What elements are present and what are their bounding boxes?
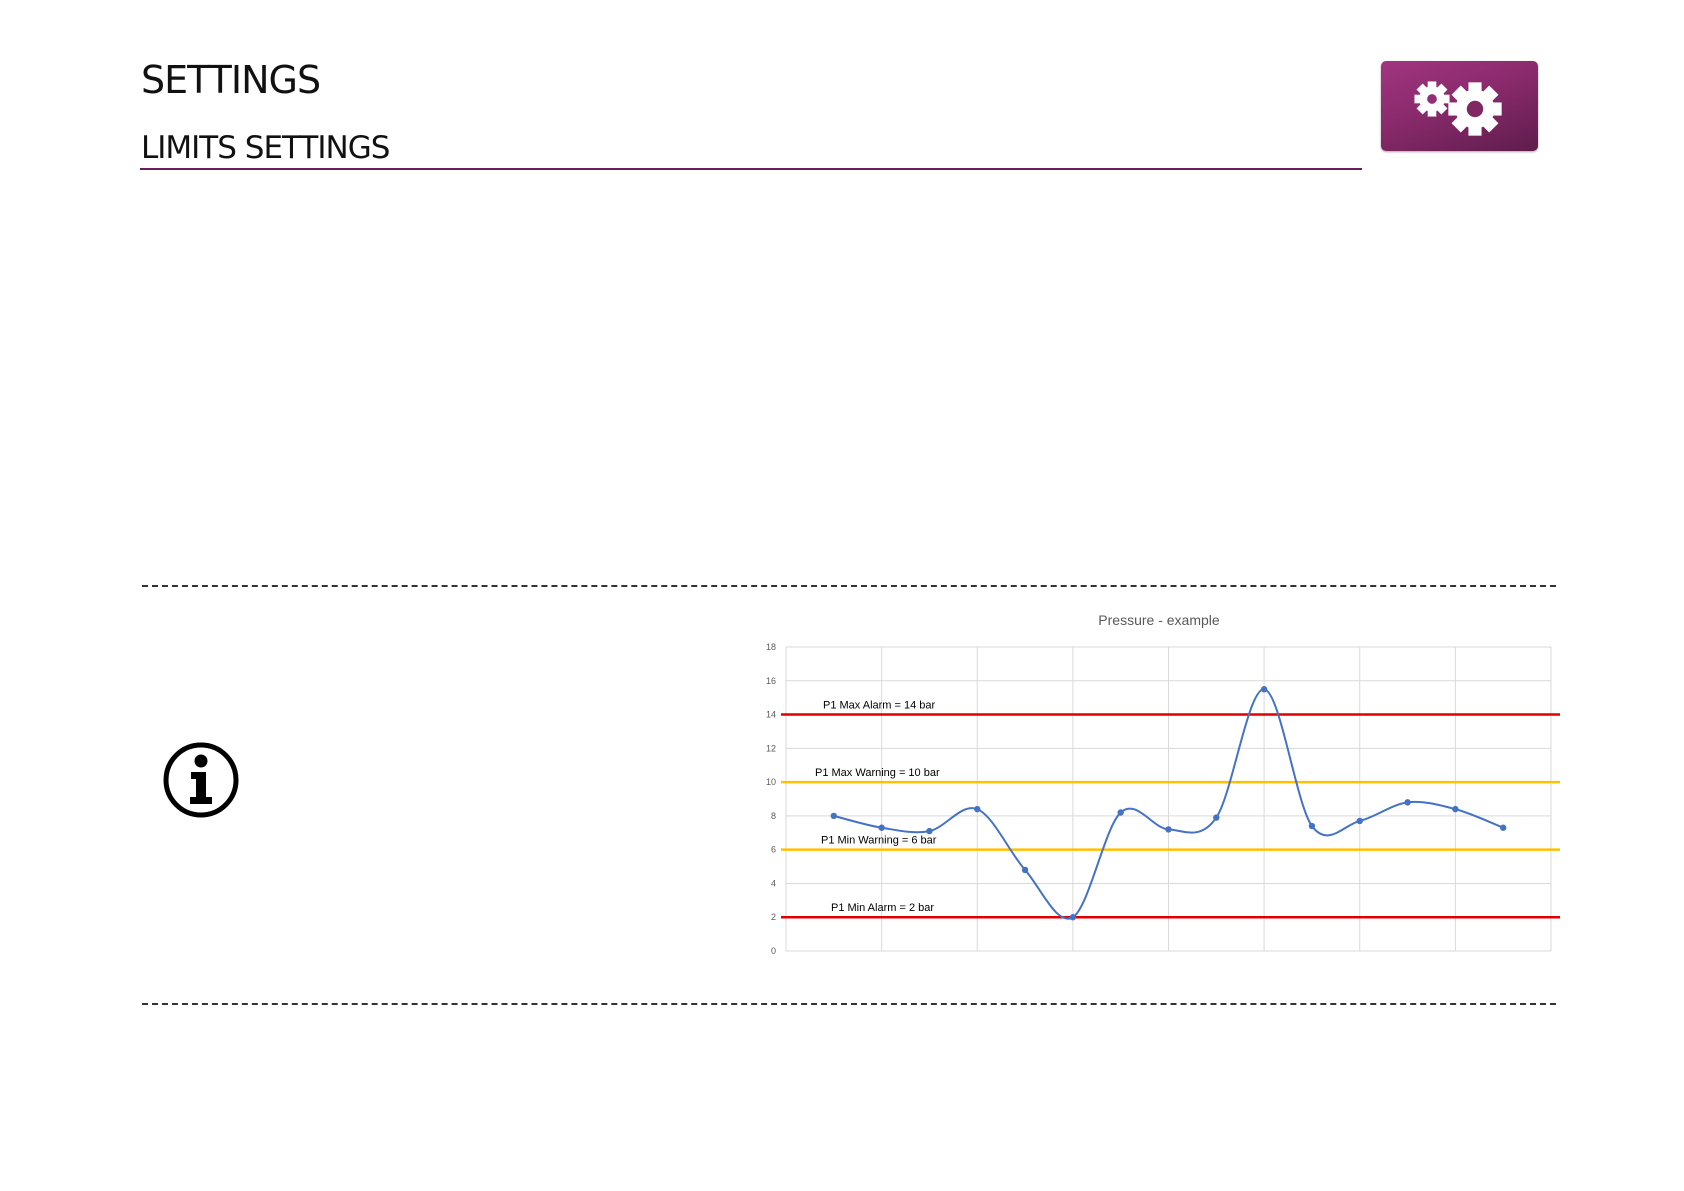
y-tick-label: 16	[766, 676, 776, 686]
section-title: LIMITS SETTINGS	[141, 130, 390, 166]
y-tick-label: 8	[771, 811, 776, 821]
section-divider-bottom	[142, 1003, 1556, 1005]
y-tick-label: 2	[771, 912, 776, 922]
data-point	[1404, 799, 1411, 806]
pressure-chart: Pressure - example 0 2 4 6 8 10 12 14 16 18 P1 Ma…	[766, 612, 1560, 956]
data-point	[1165, 826, 1172, 833]
threshold-label: P1 Min Alarm = 2 bar	[831, 902, 934, 914]
chart-title: Pressure - example	[1098, 612, 1220, 628]
data-point	[1213, 814, 1220, 821]
data-point	[1452, 805, 1459, 813]
y-tick-label: 18	[766, 642, 776, 652]
threshold-label: P1 Max Warning = 10 bar	[815, 767, 940, 779]
page-title: SETTINGS	[141, 58, 321, 102]
threshold-label: P1 Min Warning = 6 bar	[821, 835, 937, 847]
settings-badge	[1381, 61, 1538, 151]
data-point	[1069, 914, 1077, 921]
data-point	[1356, 817, 1363, 825]
data-point	[1021, 866, 1029, 874]
data-point	[1117, 809, 1124, 816]
data-point	[878, 824, 885, 831]
info-icon	[163, 742, 239, 818]
y-tick-label: 4	[771, 878, 776, 888]
data-point	[1260, 686, 1268, 693]
y-tick-label: 6	[771, 845, 776, 855]
data-point	[974, 805, 981, 813]
data-point	[1308, 822, 1316, 830]
threshold-label: P1 Max Alarm = 14 bar	[823, 700, 936, 712]
data-point	[830, 812, 838, 820]
data-point	[926, 827, 933, 835]
section-divider-top	[142, 585, 1556, 587]
gears-icon	[1414, 81, 1502, 136]
data-point	[1499, 824, 1507, 831]
y-tick-label: 0	[771, 946, 776, 956]
section-title-underline	[140, 168, 1362, 170]
y-tick-label: 14	[766, 710, 776, 720]
y-tick-label: 10	[766, 777, 776, 787]
y-tick-label: 12	[766, 743, 776, 753]
